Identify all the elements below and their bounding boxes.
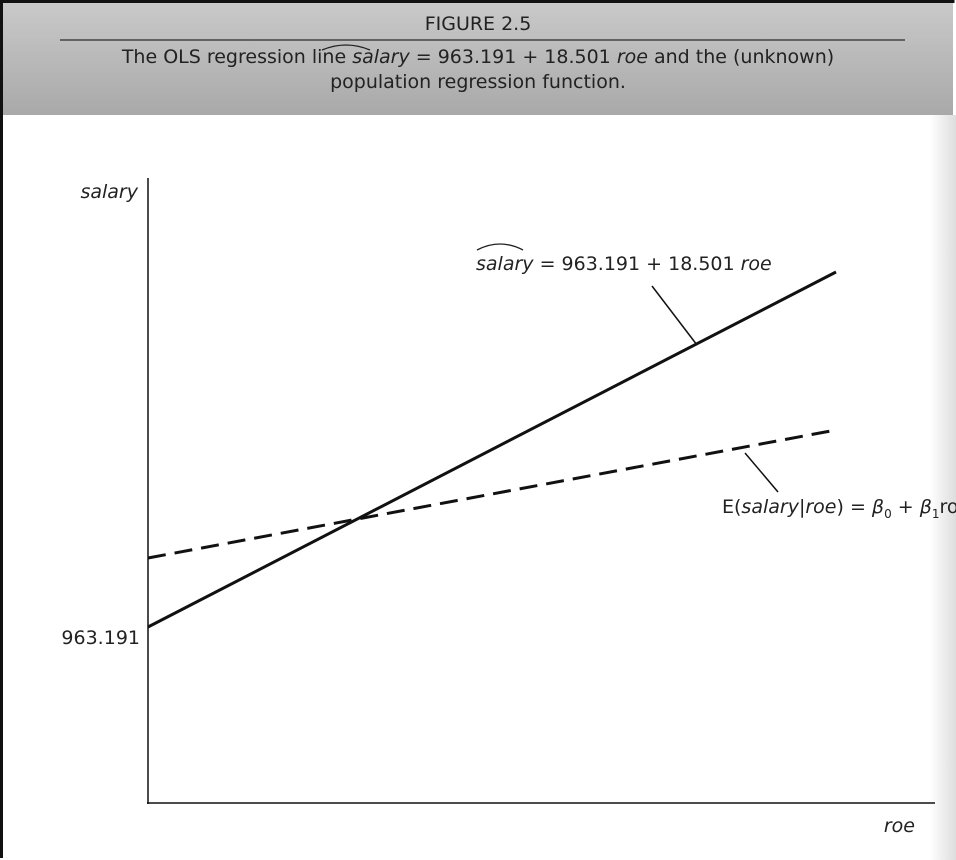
ols-line bbox=[147, 270, 837, 629]
hat bbox=[476, 243, 524, 251]
annotation-text: roe bbox=[805, 496, 836, 518]
caption-text: and the (unknown) bbox=[648, 46, 834, 68]
annotation-text: = 963.191 + 18.501 bbox=[534, 253, 741, 275]
figure-label: FIGURE 2.5 bbox=[425, 13, 532, 35]
prf-pointer bbox=[744, 452, 779, 493]
prf-annotation: E(salary|roe) = β0 + β1roe bbox=[722, 496, 956, 521]
hat bbox=[321, 44, 371, 51]
caption-text: roe bbox=[617, 46, 648, 68]
annotation-text: salary bbox=[741, 496, 799, 518]
annotation-text: 1 bbox=[932, 507, 940, 521]
caption: The OLS regression line salary = 963.191… bbox=[121, 46, 834, 68]
annotation-text: β bbox=[919, 496, 932, 518]
prf-line bbox=[147, 428, 837, 560]
y-tick-label: 963.191 bbox=[61, 627, 140, 649]
caption: population regression function. bbox=[330, 71, 626, 93]
annotation-text: | bbox=[799, 496, 805, 518]
annotation-text: E( bbox=[722, 496, 741, 518]
annotation-text: β bbox=[871, 496, 884, 518]
ols-annotation: salary = 963.191 + 18.501 roe bbox=[476, 253, 772, 275]
caption-text: The OLS regression line bbox=[121, 46, 352, 68]
header-band bbox=[3, 3, 953, 115]
caption-text: = 963.191 + 18.501 bbox=[410, 46, 617, 68]
annotation-text: + bbox=[892, 496, 920, 518]
y-axis-label: salary bbox=[80, 181, 138, 203]
annotation-text: 0 bbox=[884, 507, 892, 521]
ols-pointer bbox=[651, 285, 698, 346]
x-axis-label: roe bbox=[884, 815, 915, 837]
caption-text: salary bbox=[352, 46, 410, 68]
annotation-text: ) = bbox=[837, 496, 872, 518]
annotation-text: roe bbox=[741, 253, 772, 275]
annotation-text: roe bbox=[939, 496, 956, 518]
edge-shade bbox=[930, 115, 956, 860]
annotation-text: salary bbox=[476, 253, 534, 275]
